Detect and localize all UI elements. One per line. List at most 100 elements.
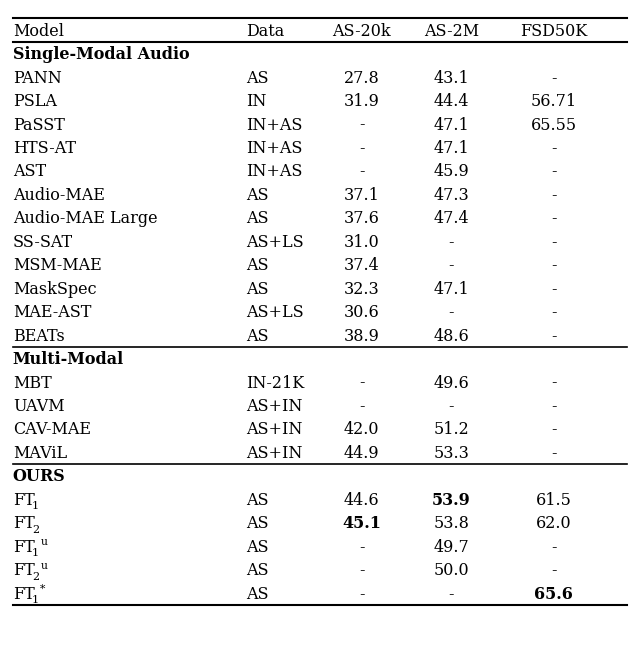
Text: AS: AS <box>246 328 269 345</box>
Text: 37.6: 37.6 <box>344 211 380 227</box>
Text: 31.0: 31.0 <box>344 234 380 251</box>
Text: u: u <box>40 537 47 548</box>
Text: 42.0: 42.0 <box>344 421 380 439</box>
Text: IN+AS: IN+AS <box>246 117 303 133</box>
Text: -: - <box>359 163 364 180</box>
Text: -: - <box>551 234 556 251</box>
Text: AS: AS <box>246 69 269 87</box>
Text: 1: 1 <box>32 548 39 558</box>
Text: IN-21K: IN-21K <box>246 375 305 391</box>
Text: -: - <box>359 117 364 133</box>
Text: u: u <box>40 561 47 571</box>
Text: 37.1: 37.1 <box>344 187 380 204</box>
Text: -: - <box>551 69 556 87</box>
Text: 61.5: 61.5 <box>536 492 572 509</box>
Text: 56.71: 56.71 <box>531 93 577 110</box>
Text: AS: AS <box>246 211 269 227</box>
Text: -: - <box>551 398 556 415</box>
Text: 30.6: 30.6 <box>344 304 380 321</box>
Text: MaskSpec: MaskSpec <box>13 281 97 297</box>
Text: 37.4: 37.4 <box>344 257 380 274</box>
Text: -: - <box>551 187 556 204</box>
Text: AS: AS <box>246 538 269 556</box>
Text: PaSST: PaSST <box>13 117 65 133</box>
Text: 51.2: 51.2 <box>433 421 469 439</box>
Text: -: - <box>551 562 556 579</box>
Text: AS: AS <box>246 586 269 603</box>
Text: AS: AS <box>246 187 269 204</box>
Text: AS-2M: AS-2M <box>424 23 479 40</box>
Text: MBT: MBT <box>13 375 52 391</box>
Text: *: * <box>40 584 45 594</box>
Text: -: - <box>359 375 364 391</box>
Text: 2: 2 <box>32 525 39 535</box>
Text: 47.1: 47.1 <box>433 117 469 133</box>
Text: 47.3: 47.3 <box>433 187 469 204</box>
Text: -: - <box>359 586 364 603</box>
Text: 44.4: 44.4 <box>433 93 469 110</box>
Text: 38.9: 38.9 <box>344 328 380 345</box>
Text: 49.6: 49.6 <box>433 375 469 391</box>
Text: 53.3: 53.3 <box>433 445 469 462</box>
Text: HTS-AT: HTS-AT <box>13 140 76 157</box>
Text: AS: AS <box>246 492 269 509</box>
Text: Multi-Modal: Multi-Modal <box>13 351 124 368</box>
Text: AS+IN: AS+IN <box>246 398 303 415</box>
Text: -: - <box>449 234 454 251</box>
Text: -: - <box>359 562 364 579</box>
Text: AS: AS <box>246 257 269 274</box>
Text: -: - <box>551 163 556 180</box>
Text: -: - <box>551 304 556 321</box>
Text: 43.1: 43.1 <box>433 69 469 87</box>
Text: -: - <box>359 398 364 415</box>
Text: Model: Model <box>13 23 64 40</box>
Text: -: - <box>449 398 454 415</box>
Text: MSM-MAE: MSM-MAE <box>13 257 102 274</box>
Text: OURS: OURS <box>13 469 65 485</box>
Text: AS+LS: AS+LS <box>246 234 304 251</box>
Text: FT: FT <box>13 562 35 579</box>
Text: UAVM: UAVM <box>13 398 65 415</box>
Text: 31.9: 31.9 <box>344 93 380 110</box>
Text: AS+LS: AS+LS <box>246 304 304 321</box>
Text: 32.3: 32.3 <box>344 281 380 297</box>
Text: 53.9: 53.9 <box>432 492 470 509</box>
Text: 53.8: 53.8 <box>433 515 469 532</box>
Text: -: - <box>449 586 454 603</box>
Text: 65.6: 65.6 <box>534 586 573 603</box>
Text: FT: FT <box>13 538 35 556</box>
Text: PANN: PANN <box>13 69 61 87</box>
Text: IN+AS: IN+AS <box>246 163 303 180</box>
Text: 65.55: 65.55 <box>531 117 577 133</box>
Text: 2: 2 <box>32 572 39 582</box>
Text: -: - <box>551 445 556 462</box>
Text: -: - <box>551 375 556 391</box>
Text: FT: FT <box>13 586 35 603</box>
Text: 1: 1 <box>32 595 39 605</box>
Text: AS: AS <box>246 562 269 579</box>
Text: -: - <box>551 328 556 345</box>
Text: 44.9: 44.9 <box>344 445 380 462</box>
Text: FT: FT <box>13 515 35 532</box>
Text: -: - <box>359 140 364 157</box>
Text: -: - <box>551 140 556 157</box>
Text: -: - <box>359 538 364 556</box>
Text: -: - <box>551 211 556 227</box>
Text: AS+IN: AS+IN <box>246 445 303 462</box>
Text: AST: AST <box>13 163 46 180</box>
Text: -: - <box>449 257 454 274</box>
Text: 47.1: 47.1 <box>433 281 469 297</box>
Text: SS-SAT: SS-SAT <box>13 234 73 251</box>
Text: AS-20k: AS-20k <box>332 23 391 40</box>
Text: MAE-AST: MAE-AST <box>13 304 91 321</box>
Text: 47.1: 47.1 <box>433 140 469 157</box>
Text: 47.4: 47.4 <box>433 211 469 227</box>
Text: -: - <box>551 281 556 297</box>
Text: 45.9: 45.9 <box>433 163 469 180</box>
Text: 48.6: 48.6 <box>433 328 469 345</box>
Text: -: - <box>551 538 556 556</box>
Text: Audio-MAE Large: Audio-MAE Large <box>13 211 157 227</box>
Text: Single-Modal Audio: Single-Modal Audio <box>13 46 189 63</box>
Text: PSLA: PSLA <box>13 93 57 110</box>
Text: AS: AS <box>246 515 269 532</box>
